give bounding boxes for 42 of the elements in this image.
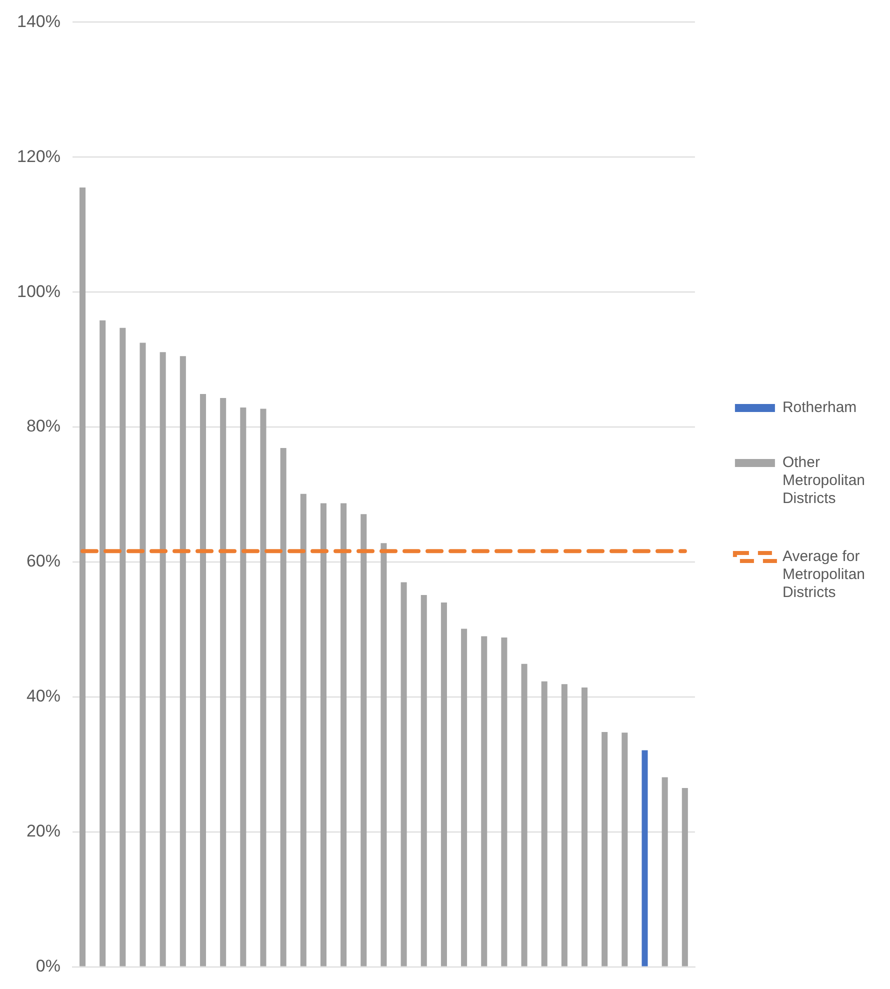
y-tick-label: 120% xyxy=(16,146,60,166)
bar xyxy=(120,328,126,966)
bar xyxy=(220,398,226,966)
y-tick-label: 100% xyxy=(16,282,60,301)
bar xyxy=(360,514,367,966)
bar xyxy=(140,342,146,966)
y-tick-label: 0% xyxy=(36,956,60,976)
bar xyxy=(340,503,347,966)
bar xyxy=(461,628,468,966)
bar xyxy=(602,732,608,966)
bar xyxy=(180,356,186,966)
bar xyxy=(420,595,427,966)
bar xyxy=(400,582,407,966)
bar xyxy=(541,681,548,966)
bar xyxy=(240,407,246,966)
bar xyxy=(160,352,166,966)
bar xyxy=(662,777,668,966)
bar xyxy=(200,394,206,966)
bar xyxy=(582,687,588,966)
y-tick-label: 20% xyxy=(26,822,60,841)
bar xyxy=(682,788,688,966)
legend-label: Rotherham xyxy=(782,399,857,416)
bar xyxy=(320,503,326,966)
bar xyxy=(561,684,568,966)
legend-label: Average for Metropolitan Districts xyxy=(782,548,866,602)
bar xyxy=(380,543,387,966)
y-tick-label: 80% xyxy=(26,416,60,436)
legend-label: Other Metropolitan Districts xyxy=(782,454,866,508)
bar xyxy=(501,638,508,966)
y-tick-label: 140% xyxy=(16,12,60,31)
bar xyxy=(440,602,447,966)
bar xyxy=(260,408,266,966)
bar xyxy=(280,448,286,966)
y-tick-label: 40% xyxy=(26,686,60,706)
y-tick-label: 60% xyxy=(26,552,60,571)
bar xyxy=(300,494,306,966)
bar xyxy=(481,636,488,966)
bar xyxy=(80,188,86,966)
bar xyxy=(642,750,648,966)
bar xyxy=(521,664,528,966)
bar xyxy=(622,732,628,966)
bar xyxy=(100,320,106,966)
